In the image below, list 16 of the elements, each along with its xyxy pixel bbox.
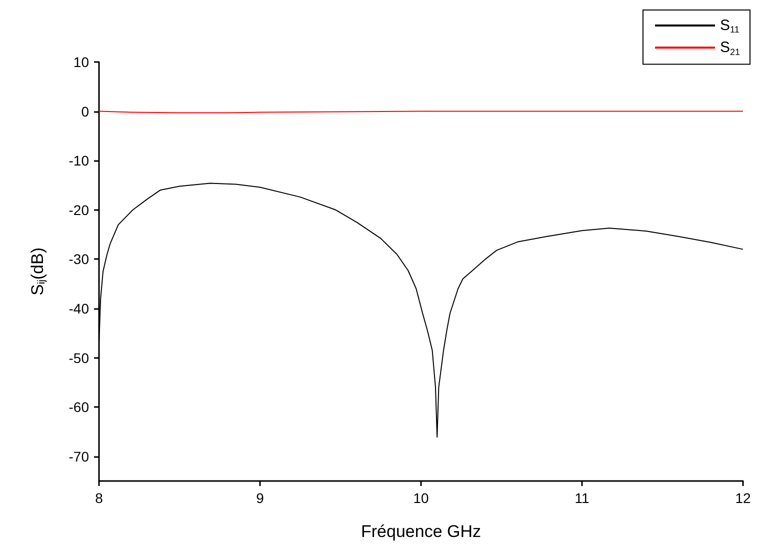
y-tick-label: -30: [68, 251, 90, 268]
x-tick-label: 9: [256, 490, 264, 506]
y-tick-label: -40: [68, 300, 90, 316]
y-axis-title: Sij(dB): [28, 248, 48, 296]
y-tick-label: -20: [68, 202, 90, 218]
x-tick-label: 12: [735, 490, 751, 506]
y-tick-label: -50: [68, 350, 90, 366]
x-tick-label: 11: [574, 490, 590, 506]
x-tick-label: 10: [413, 490, 429, 506]
y-tick-label: -10: [68, 152, 90, 169]
x-axis-title: Fréquence GHz: [361, 522, 481, 541]
y-tick-label: -70: [68, 448, 90, 464]
y-tick-label: 10: [73, 54, 90, 70]
y-tick-label: 0: [81, 103, 90, 120]
x-tick-label: 8: [95, 490, 104, 506]
y-tick-label: -60: [68, 399, 90, 416]
